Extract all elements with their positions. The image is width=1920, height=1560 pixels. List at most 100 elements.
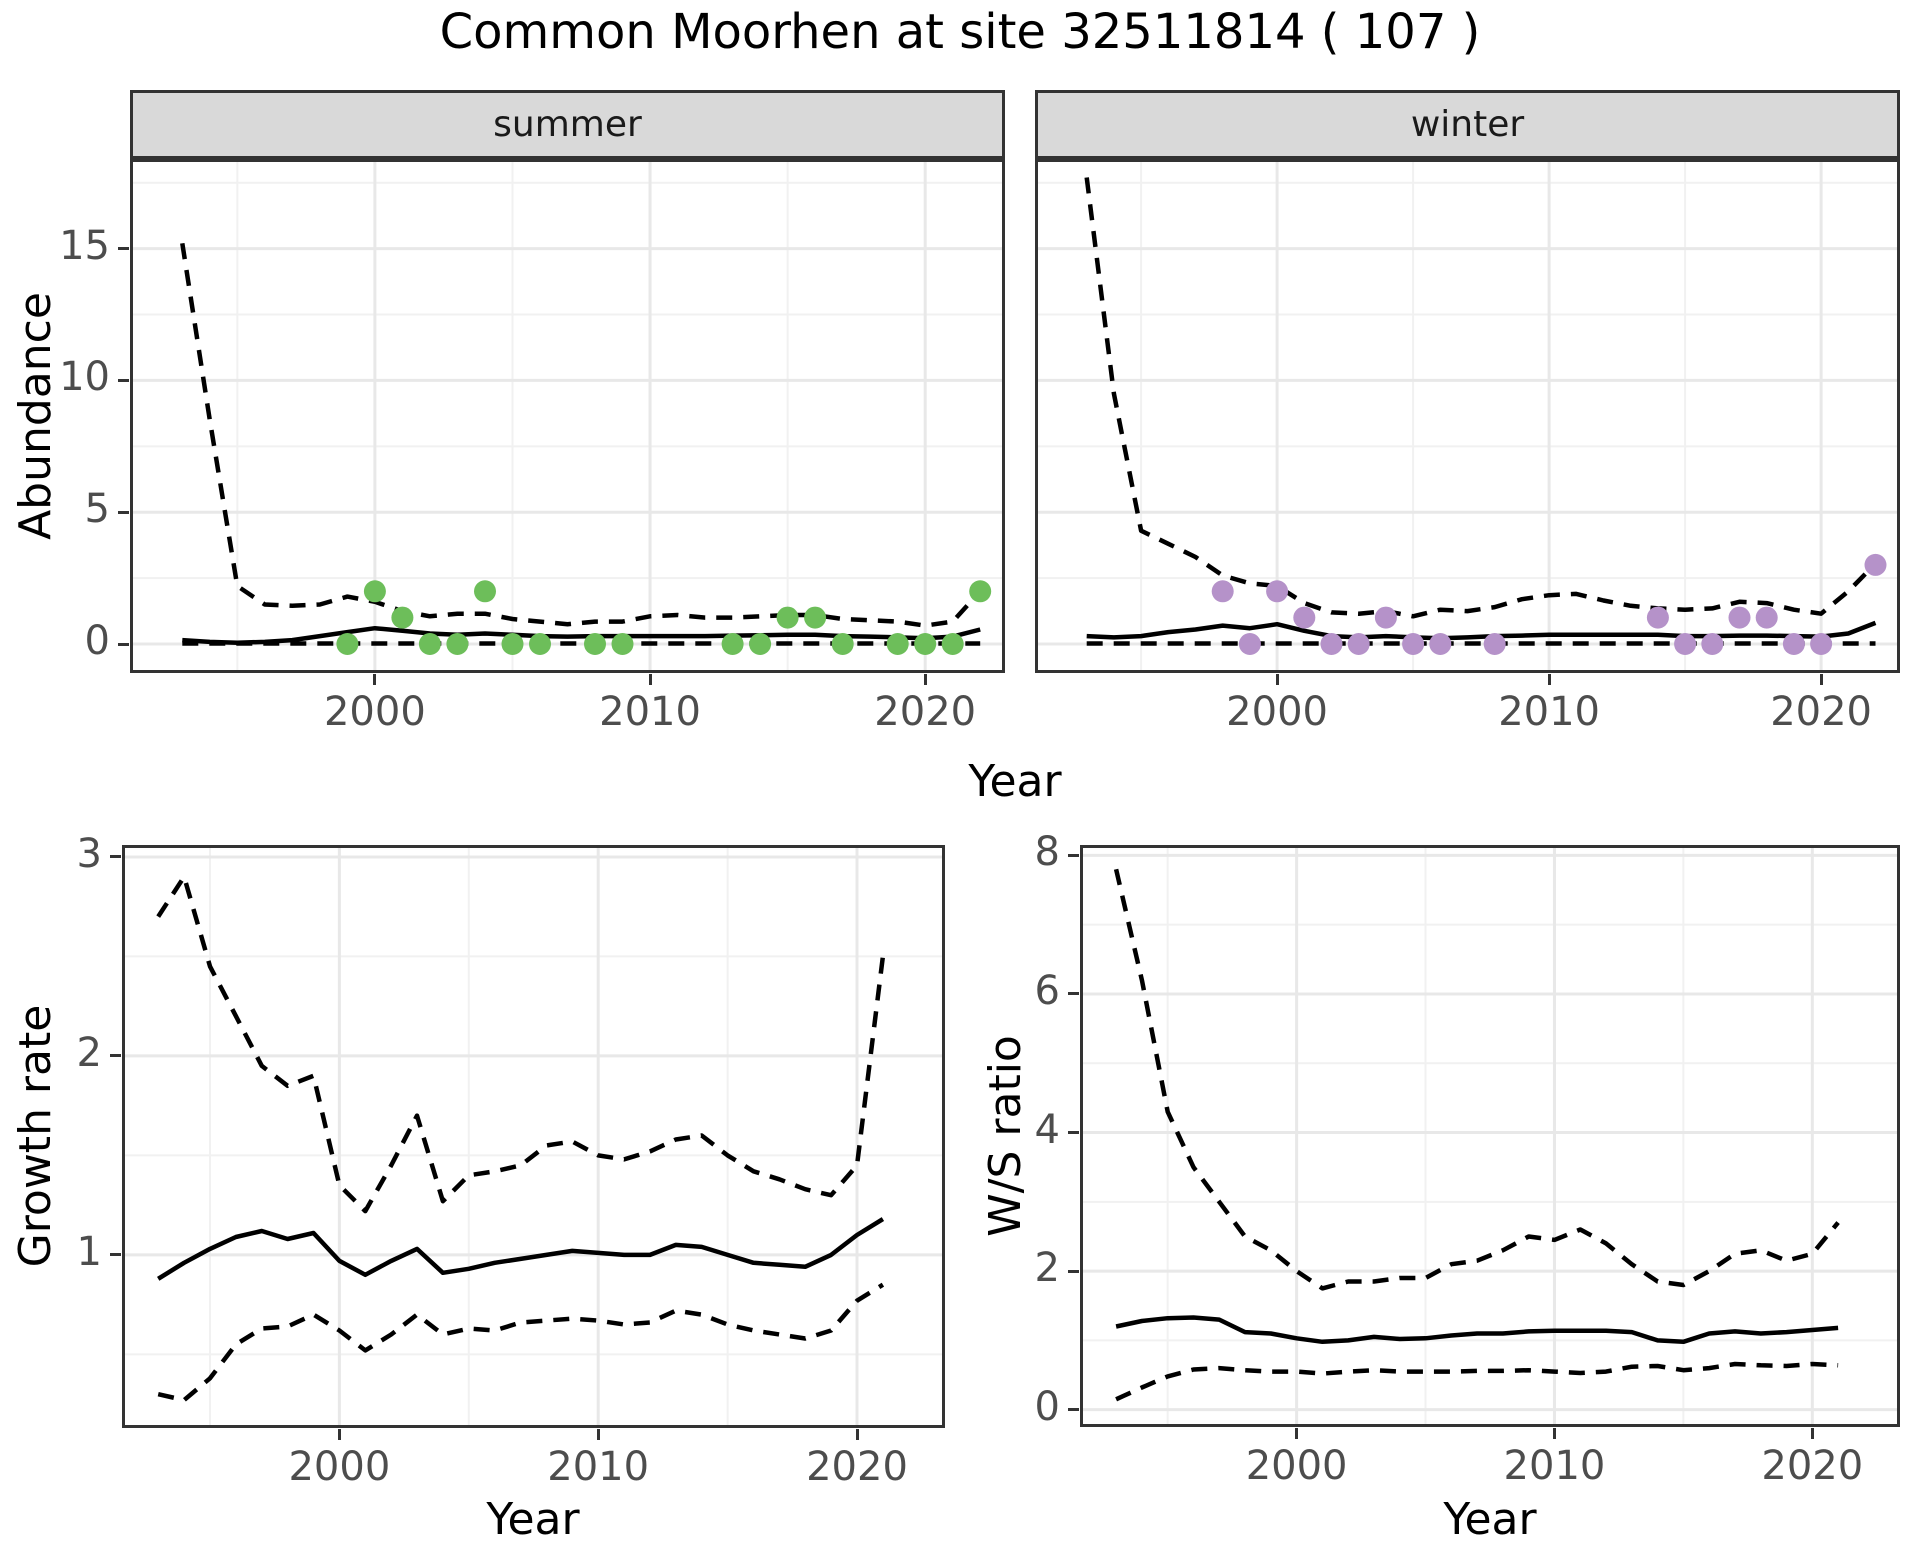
data-point-observed_count bbox=[1238, 633, 1261, 655]
panel-border bbox=[1035, 159, 1900, 673]
figure-title: Common Moorhen at site 32511814 ( 107 ) bbox=[439, 4, 1481, 60]
y-tick-label: 1 bbox=[76, 1228, 102, 1275]
data-point-observed_count bbox=[1211, 580, 1234, 603]
data-point-observed_count bbox=[804, 606, 827, 629]
y-tick-label: 3 bbox=[76, 830, 102, 877]
x-tick-mark bbox=[1547, 674, 1551, 685]
y-tick-mark bbox=[1068, 1269, 1079, 1273]
data-point-observed_count bbox=[446, 633, 469, 655]
data-point-observed_count bbox=[941, 633, 964, 655]
x-tick-mark bbox=[1552, 1428, 1556, 1439]
x-tick-label: 2020 bbox=[1761, 1443, 1864, 1489]
y-tick-label: 10 bbox=[59, 354, 110, 401]
series-mean bbox=[1086, 620, 1877, 641]
x-tick-label: 2010 bbox=[1503, 1443, 1606, 1489]
y-tick-label: 0 bbox=[84, 618, 110, 664]
data-point-observed_count bbox=[1429, 633, 1452, 655]
x-tick-mark bbox=[1275, 674, 1279, 685]
x-axis-title-year-ws: Year bbox=[1443, 1494, 1537, 1545]
facet-strip-label: summer bbox=[493, 104, 642, 145]
data-point-observed_count bbox=[749, 633, 772, 655]
data-point-observed_count bbox=[1293, 606, 1316, 629]
x-tick-mark bbox=[1810, 1428, 1814, 1439]
data-point-observed_count bbox=[1728, 606, 1751, 629]
y-tick-mark bbox=[1068, 1408, 1079, 1412]
y-tick-label: 2 bbox=[76, 1029, 102, 1076]
x-tick-label: 2020 bbox=[1770, 689, 1872, 735]
data-point-observed_count bbox=[1374, 606, 1397, 629]
facet-strip-winter: winter bbox=[1035, 90, 1900, 159]
x-axis-title-year-top: Year bbox=[968, 756, 1062, 807]
x-tick-mark bbox=[337, 1429, 341, 1440]
x-tick-label: 2010 bbox=[547, 1444, 650, 1490]
y-tick-label: 6 bbox=[1034, 967, 1060, 1014]
x-tick-mark bbox=[923, 674, 927, 685]
y-tick-mark bbox=[1068, 992, 1079, 996]
x-tick-mark bbox=[1295, 1428, 1299, 1439]
y-tick-mark bbox=[118, 642, 129, 646]
data-point-observed_count bbox=[391, 606, 414, 629]
data-point-observed_count bbox=[611, 633, 634, 655]
data-point-observed_count bbox=[1320, 633, 1343, 655]
x-axis-title-year-growth: Year bbox=[486, 1494, 580, 1545]
x-tick-label: 2000 bbox=[288, 1444, 391, 1490]
data-point-observed_count bbox=[584, 633, 606, 655]
y-tick-label: 15 bbox=[59, 222, 110, 269]
data-point-observed_count bbox=[418, 633, 441, 655]
data-point-observed_count bbox=[969, 580, 992, 603]
panel-background bbox=[130, 159, 1005, 673]
data-point-observed_count bbox=[914, 633, 937, 655]
y-tick-mark bbox=[110, 1253, 121, 1257]
y-tick-mark bbox=[110, 1054, 121, 1058]
data-point-observed_count bbox=[721, 633, 744, 655]
data-point-observed_count bbox=[886, 633, 909, 655]
data-point-observed_count bbox=[529, 633, 551, 655]
data-point-observed_count bbox=[1347, 633, 1370, 655]
x-tick-label: 2000 bbox=[323, 689, 426, 735]
x-tick-mark bbox=[1819, 674, 1823, 685]
abundance-winter-panel bbox=[1035, 159, 1900, 673]
data-point-observed_count bbox=[1402, 633, 1425, 655]
data-point-observed_count bbox=[1266, 580, 1289, 603]
x-tick-label: 2010 bbox=[1498, 689, 1600, 735]
y-tick-mark bbox=[118, 510, 129, 514]
x-tick-label: 2020 bbox=[874, 689, 977, 735]
data-point-observed_count bbox=[1646, 606, 1669, 629]
data-point-observed_count bbox=[1674, 633, 1697, 655]
y-tick-label: 0 bbox=[1034, 1383, 1060, 1430]
data-point-observed_count bbox=[1755, 606, 1778, 629]
y-tick-mark bbox=[1068, 1131, 1079, 1135]
y-axis-title-abundance: Abundance bbox=[10, 292, 61, 540]
data-point-observed_count bbox=[1701, 633, 1724, 655]
data-point-observed_count bbox=[336, 633, 359, 655]
facet-strip-label: winter bbox=[1410, 104, 1525, 145]
data-point-observed_count bbox=[831, 633, 854, 655]
ws-ratio-panel bbox=[1080, 845, 1900, 1427]
y-tick-label: 8 bbox=[1034, 829, 1060, 876]
y-tick-mark bbox=[110, 855, 121, 859]
y-tick-label: 5 bbox=[84, 486, 110, 533]
series-upper_95ci bbox=[1113, 868, 1840, 1291]
data-point-observed_count bbox=[1810, 633, 1833, 655]
y-tick-mark bbox=[1068, 853, 1079, 857]
y-tick-mark bbox=[118, 378, 129, 382]
data-point-observed_count bbox=[1782, 633, 1805, 655]
data-point-observed_count bbox=[501, 633, 524, 655]
facet-strip-summer: summer bbox=[130, 90, 1005, 159]
y-tick-mark bbox=[118, 247, 129, 251]
panel-background bbox=[1080, 845, 1900, 1427]
series-upper_95ci bbox=[1084, 177, 1878, 619]
x-tick-mark bbox=[648, 674, 652, 685]
series-mean bbox=[1115, 1315, 1839, 1345]
panel-background bbox=[1035, 159, 1900, 673]
series-lower_95ci bbox=[157, 1282, 885, 1403]
data-point-observed_count bbox=[1483, 633, 1506, 655]
x-tick-label: 2020 bbox=[806, 1444, 908, 1490]
x-tick-label: 2000 bbox=[1245, 1443, 1348, 1489]
panel-border bbox=[1080, 845, 1900, 1427]
y-tick-label: 2 bbox=[1034, 1245, 1060, 1292]
y-tick-label: 4 bbox=[1034, 1106, 1060, 1153]
abundance-summer-panel bbox=[130, 159, 1005, 673]
panel-background bbox=[122, 845, 945, 1428]
